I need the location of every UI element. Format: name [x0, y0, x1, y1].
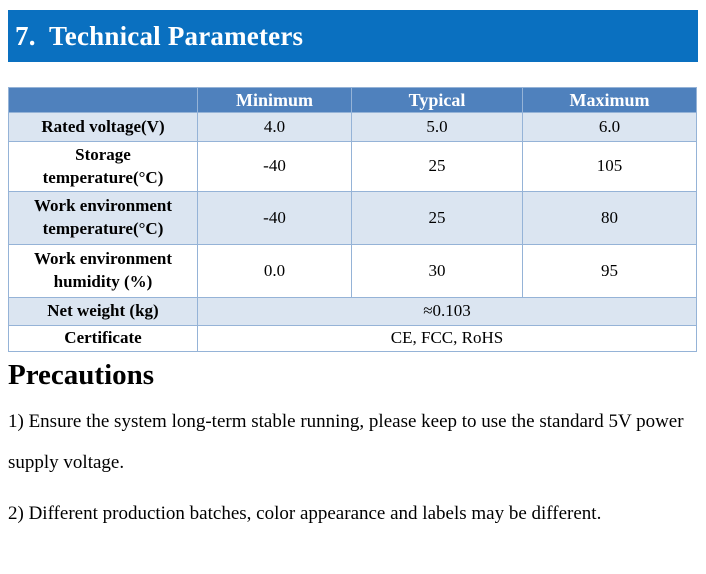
cell-minimum: -40	[197, 141, 352, 193]
cell-maximum: 6.0	[522, 112, 697, 143]
table-row-rated-voltage: Rated voltage(V) 4.0 5.0 6.0	[8, 112, 697, 143]
section-title: 7. Technical Parameters	[15, 20, 304, 51]
row-label: Work environment humidity (%)	[8, 244, 198, 299]
row-label: Certificate	[8, 325, 198, 353]
table-row-net-weight: Net weight (kg) ≈0.103	[8, 297, 697, 327]
cell-typical: 5.0	[351, 112, 523, 143]
cell-maximum: 105	[522, 141, 697, 193]
cell-merged-value: ≈0.103	[197, 297, 697, 327]
precaution-item-1: 1) Ensure the system long-term stable ru…	[8, 411, 684, 473]
table-row-work-environment-temperature: Work environment temperature(°C) -40 25 …	[8, 191, 697, 246]
header-cell-typical: Typical	[351, 86, 523, 114]
precautions-heading: Precautions	[8, 359, 155, 391]
table-row-storage-temperature: Storage temperature(°C) -40 25 105	[8, 141, 697, 193]
header-cell-maximum: Maximum	[522, 86, 697, 114]
table-header-row: Minimum Typical Maximum	[8, 86, 697, 114]
cell-maximum: 80	[522, 191, 697, 246]
row-label: Work environment temperature(°C)	[8, 191, 198, 246]
row-label: Storage temperature(°C)	[8, 141, 198, 193]
technical-parameters-table: Minimum Typical Maximum Rated voltage(V)…	[8, 86, 697, 353]
cell-minimum: -40	[197, 191, 352, 246]
cell-merged-value: CE, FCC, RoHS	[197, 325, 697, 353]
cell-typical: 25	[351, 191, 523, 246]
section-banner: 7. Technical Parameters	[8, 10, 698, 62]
cell-typical: 30	[351, 244, 523, 299]
header-cell-blank	[8, 86, 198, 114]
cell-minimum: 0.0	[197, 244, 352, 299]
table-row-certificate: Certificate CE, FCC, RoHS	[8, 325, 697, 353]
cell-maximum: 95	[522, 244, 697, 299]
table-row-work-environment-humidity: Work environment humidity (%) 0.0 30 95	[8, 244, 697, 299]
cell-minimum: 4.0	[197, 112, 352, 143]
row-label: Rated voltage(V)	[8, 112, 198, 143]
row-label: Net weight (kg)	[8, 297, 198, 327]
cell-typical: 25	[351, 141, 523, 193]
header-cell-minimum: Minimum	[197, 86, 352, 114]
precaution-item-2: 2) Different production batches, color a…	[8, 503, 602, 524]
